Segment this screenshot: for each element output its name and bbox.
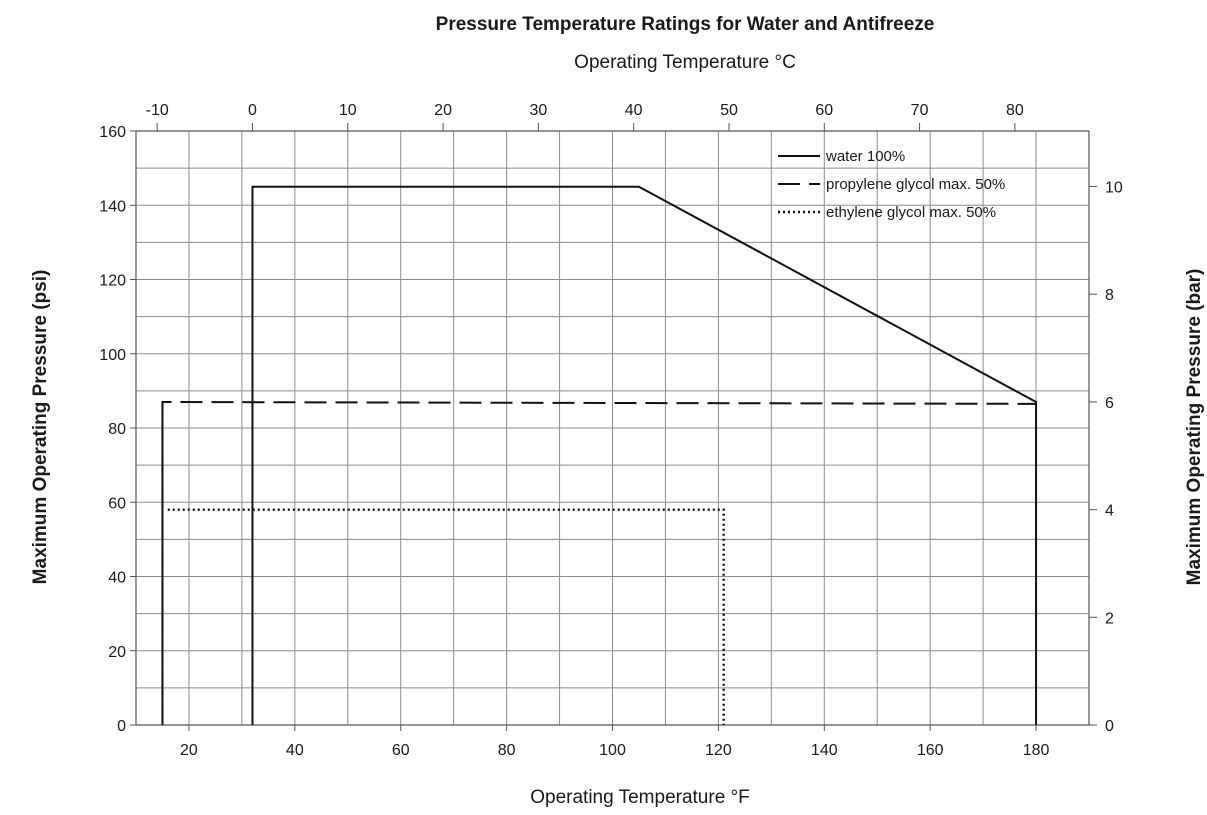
- x-axis-title: Operating Temperature °F: [530, 787, 750, 808]
- x2-tick-label: 60: [815, 102, 833, 119]
- y-tick-label: 80: [108, 421, 126, 438]
- x-tick-label: 140: [811, 742, 838, 759]
- x2-tick-label: -10: [146, 102, 169, 119]
- y-tick-label: 120: [99, 273, 126, 290]
- x-tick-label: 180: [1023, 742, 1050, 759]
- x-tick-label: 60: [392, 742, 410, 759]
- x-tick-label: 120: [705, 742, 732, 759]
- y-tick-label: 0: [117, 718, 126, 735]
- chart-title: Pressure Temperature Ratings for Water a…: [436, 14, 935, 35]
- x2-tick-label: 20: [434, 102, 452, 119]
- series-line-propylene-glycol: [161, 401, 1037, 725]
- y-tick-label: 160: [99, 124, 126, 141]
- legend: water 100% propylene glycol max. 50% ethyl…: [778, 148, 1005, 221]
- y2-tick-label: 6: [1105, 395, 1114, 412]
- x2-tick-label: 80: [1006, 102, 1024, 119]
- y-tick-label: 140: [99, 198, 126, 215]
- y-tick-label: 40: [108, 570, 126, 587]
- y-tick-label: 60: [108, 495, 126, 512]
- legend-label: propylene glycol max. 50%: [826, 176, 1005, 193]
- y-tick-label: 100: [99, 347, 126, 364]
- y2-tick-label: 8: [1105, 287, 1114, 304]
- x2-tick-label: 50: [720, 102, 738, 119]
- x2-axis-title: Operating Temperature °C: [574, 52, 796, 73]
- x-tick-label: 40: [286, 742, 304, 759]
- y2-tick-label: 2: [1105, 610, 1114, 627]
- x-tick-label: 160: [917, 742, 944, 759]
- series-line-water: [251, 185, 1038, 725]
- legend-label: ethylene glycol max. 50%: [826, 204, 996, 221]
- x-tick-label: 20: [180, 742, 198, 759]
- y2-axis-title: Maximum Operating Pressure (bar): [1184, 269, 1205, 586]
- plot-area: 20 40 60 80 100 120 140 160 18002040608010012014…: [99, 102, 1123, 759]
- x2-tick-label: 0: [248, 102, 257, 119]
- y-tick-label: 20: [108, 644, 126, 661]
- y2-tick-label: 10: [1105, 180, 1123, 197]
- y2-tick-label: 0: [1105, 718, 1114, 735]
- x-tick-label: 80: [498, 742, 516, 759]
- x2-tick-label: 30: [529, 102, 547, 119]
- x2-tick-label: 70: [911, 102, 929, 119]
- x2-tick-label: 10: [339, 102, 357, 119]
- y2-tick-label: 4: [1105, 503, 1114, 520]
- x-tick-label: 100: [599, 742, 626, 759]
- legend-label: water 100%: [825, 148, 905, 165]
- x2-tick-label: 40: [625, 102, 643, 119]
- series-line-ethylene-glycol: [167, 508, 725, 725]
- y-axis-title: Maximum Operating Pressure (psi): [30, 270, 51, 585]
